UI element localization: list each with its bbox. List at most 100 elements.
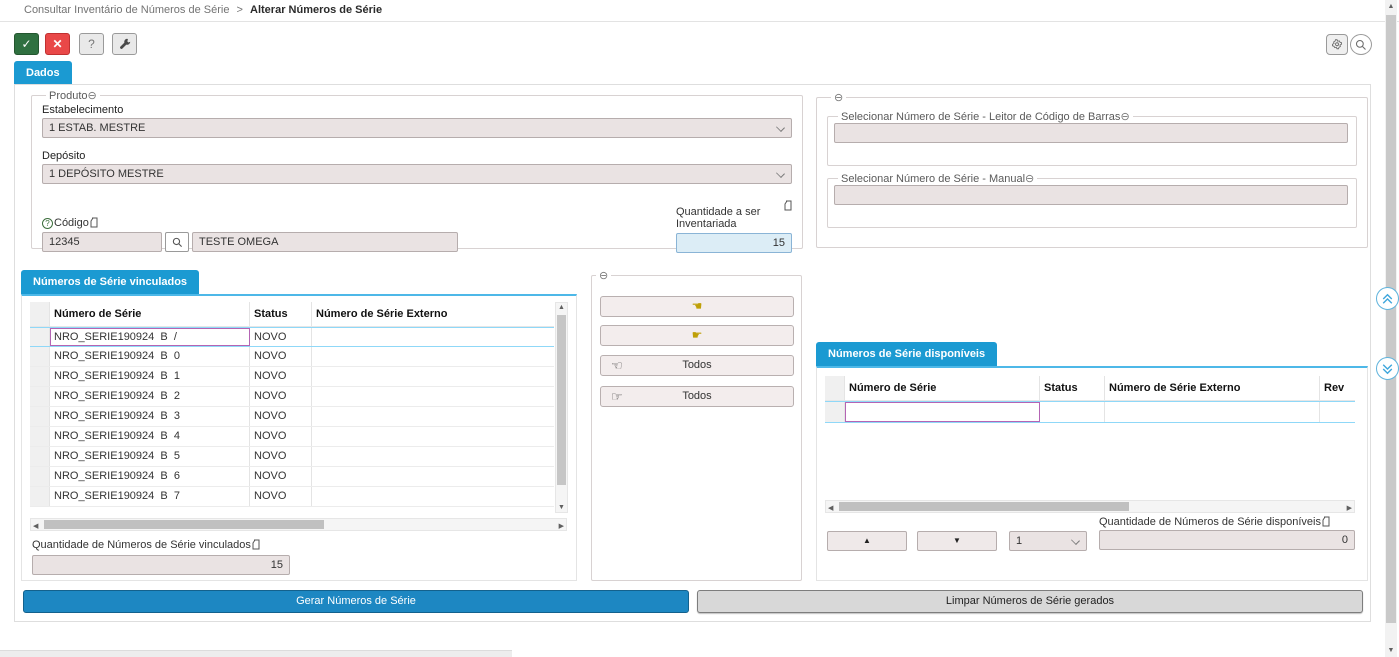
disponiveis-section: Número de Série Status Número de Série E… <box>816 366 1368 581</box>
qty-disponiveis-input[interactable]: 0 <box>1099 530 1355 550</box>
gerar-button[interactable]: Gerar Números de Série <box>23 590 689 613</box>
expand-down-button[interactable] <box>1376 357 1399 380</box>
table-row[interactable]: NRO_SERIE190924 B 3 NOVO <box>30 407 554 427</box>
codigo-input[interactable]: 12345 <box>42 232 162 252</box>
page-scrollbar[interactable]: ▲ ▼ <box>1385 0 1397 657</box>
scroll-down-icon[interactable]: ▼ <box>1387 647 1395 654</box>
move-all-right-button[interactable]: ☞ Todos <box>600 386 794 407</box>
scroll-up-icon[interactable]: ▲ <box>1387 3 1395 10</box>
page-select[interactable]: 1 <box>1009 531 1087 551</box>
deposito-select[interactable]: 1 DEPÓSITO MESTRE <box>42 164 792 184</box>
col-externo[interactable]: Número de Série Externo <box>1105 376 1320 400</box>
move-selected-right-button[interactable]: ☛ <box>600 325 794 346</box>
vinculados-vscrollbar[interactable]: ▲ ▼ <box>555 302 568 513</box>
table-cell: NOVO <box>250 347 312 366</box>
table-cell[interactable]: NRO_SERIE190924 B 2 <box>50 387 250 406</box>
cancel-button[interactable]: ✕ <box>45 33 70 55</box>
settings-button[interactable] <box>1326 34 1348 55</box>
table-cell[interactable]: NRO_SERIE190924 B 7 <box>50 487 250 506</box>
move-all-left-button[interactable]: ☜ Todos <box>600 355 794 376</box>
limpar-button[interactable]: Limpar Números de Série gerados <box>697 590 1363 613</box>
table-row[interactable]: NRO_SERIE190924 B / NOVO <box>30 327 554 347</box>
tools-button[interactable] <box>112 33 137 55</box>
scrollbar-thumb[interactable] <box>1386 15 1396 623</box>
table-cell[interactable]: NRO_SERIE190924 B / <box>50 328 250 346</box>
copy-icon[interactable] <box>1321 516 1330 527</box>
quantidade-inventariada-input[interactable]: 15 <box>676 233 792 253</box>
leitor-input[interactable] <box>834 123 1348 143</box>
confirm-button[interactable]: ✓ <box>14 33 39 55</box>
table-cell: NOVO <box>250 407 312 426</box>
estabelecimento-value: 1 ESTAB. MESTRE <box>49 122 146 134</box>
collapse-icon[interactable]: ⊖ <box>87 90 97 102</box>
row-selector <box>30 328 50 346</box>
help-button[interactable]: ? <box>79 33 104 55</box>
move-up-button[interactable]: ▲ <box>827 531 907 551</box>
table-row[interactable]: NRO_SERIE190924 B 0 NOVO <box>30 347 554 367</box>
search-icon <box>172 237 182 248</box>
selecionar-group: ⊖ Selecionar Número de Série - Leitor de… <box>816 91 1368 248</box>
scrollbar-thumb[interactable] <box>557 315 566 485</box>
codigo-lookup-button[interactable] <box>165 232 189 252</box>
scroll-down-icon[interactable]: ▼ <box>558 504 565 511</box>
tab-disponiveis[interactable]: Números de Série disponíveis <box>816 342 998 366</box>
move-selected-left-button[interactable]: ☚ <box>600 296 794 317</box>
table-cell[interactable]: NRO_SERIE190924 B 4 <box>50 427 250 446</box>
col-rev[interactable]: Rev <box>1324 382 1345 394</box>
collapse-icon[interactable]: ⊖ <box>1120 111 1130 123</box>
scroll-right-icon[interactable]: ▶ <box>1346 505 1352 512</box>
scroll-up-icon[interactable]: ▲ <box>558 304 565 311</box>
expand-up-button[interactable] <box>1376 287 1399 310</box>
scroll-left-icon[interactable]: ◀ <box>33 523 39 530</box>
todos-label: Todos <box>682 359 712 371</box>
copy-icon[interactable] <box>89 217 98 228</box>
table-cell[interactable]: NRO_SERIE190924 B 1 <box>50 367 250 386</box>
table-cell[interactable]: NRO_SERIE190924 B 6 <box>50 467 250 486</box>
transfer-collapse[interactable]: ⊖ <box>599 270 609 282</box>
scrollbar-thumb[interactable] <box>839 502 1129 511</box>
table-row[interactable]: NRO_SERIE190924 B 1 NOVO <box>30 367 554 387</box>
scroll-left-icon[interactable]: ◀ <box>828 505 834 512</box>
selecionar-collapse[interactable]: ⊖ <box>834 92 844 104</box>
quantidade-value: 15 <box>772 237 785 249</box>
col-numero-serie[interactable]: Número de Série <box>50 302 250 326</box>
qty-vinculados-input[interactable]: 15 <box>32 555 290 575</box>
check-icon: ✓ <box>21 37 32 51</box>
col-status[interactable]: Status <box>1040 376 1105 400</box>
copy-icon[interactable] <box>783 200 792 211</box>
vinculados-hscrollbar[interactable]: ◀ ▶ <box>30 518 567 531</box>
col-numero-serie[interactable]: Número de Série <box>845 376 1040 400</box>
table-cell <box>312 487 554 506</box>
hand-right-outline-icon: ☞ <box>611 389 623 404</box>
breadcrumb-parent[interactable]: Consultar Inventário de Números de Série <box>24 4 230 16</box>
search-button[interactable] <box>1350 34 1372 55</box>
manual-input[interactable] <box>834 185 1348 205</box>
table-cell[interactable]: NRO_SERIE190924 B 5 <box>50 447 250 466</box>
table-row[interactable]: NRO_SERIE190924 B 5 NOVO <box>30 447 554 467</box>
table-cell[interactable]: NRO_SERIE190924 B 3 <box>50 407 250 426</box>
todos-label: Todos <box>682 390 712 402</box>
collapse-icon[interactable]: ⊖ <box>1025 173 1035 185</box>
scrollbar-thumb[interactable] <box>44 520 324 529</box>
move-down-button[interactable]: ▼ <box>917 531 997 551</box>
footer-strip <box>0 650 512 657</box>
tab-dados[interactable]: Dados <box>14 61 72 85</box>
estabelecimento-select[interactable]: 1 ESTAB. MESTRE <box>42 118 792 138</box>
help-circle-icon[interactable]: ? <box>42 217 53 229</box>
descricao-input[interactable]: TESTE OMEGA <box>192 232 458 252</box>
table-row[interactable]: NRO_SERIE190924 B 4 NOVO <box>30 427 554 447</box>
scroll-right-icon[interactable]: ▶ <box>558 523 564 530</box>
row-selector <box>30 387 50 406</box>
table-row[interactable]: NRO_SERIE190924 B 2 NOVO <box>30 387 554 407</box>
table-cell: NOVO <box>250 487 312 506</box>
tab-vinculados[interactable]: Números de Série vinculados <box>21 270 200 294</box>
col-status[interactable]: Status <box>250 302 312 326</box>
row-selector <box>30 367 50 386</box>
table-row[interactable]: NRO_SERIE190924 B 6 NOVO <box>30 467 554 487</box>
table-cell[interactable]: NRO_SERIE190924 B 0 <box>50 347 250 366</box>
col-externo[interactable]: Número de Série Externo <box>316 308 448 320</box>
table-row[interactable] <box>825 401 1355 423</box>
disponiveis-hscrollbar[interactable]: ◀ ▶ <box>825 500 1355 513</box>
table-row[interactable]: NRO_SERIE190924 B 7 NOVO <box>30 487 554 507</box>
copy-icon[interactable] <box>251 539 260 550</box>
